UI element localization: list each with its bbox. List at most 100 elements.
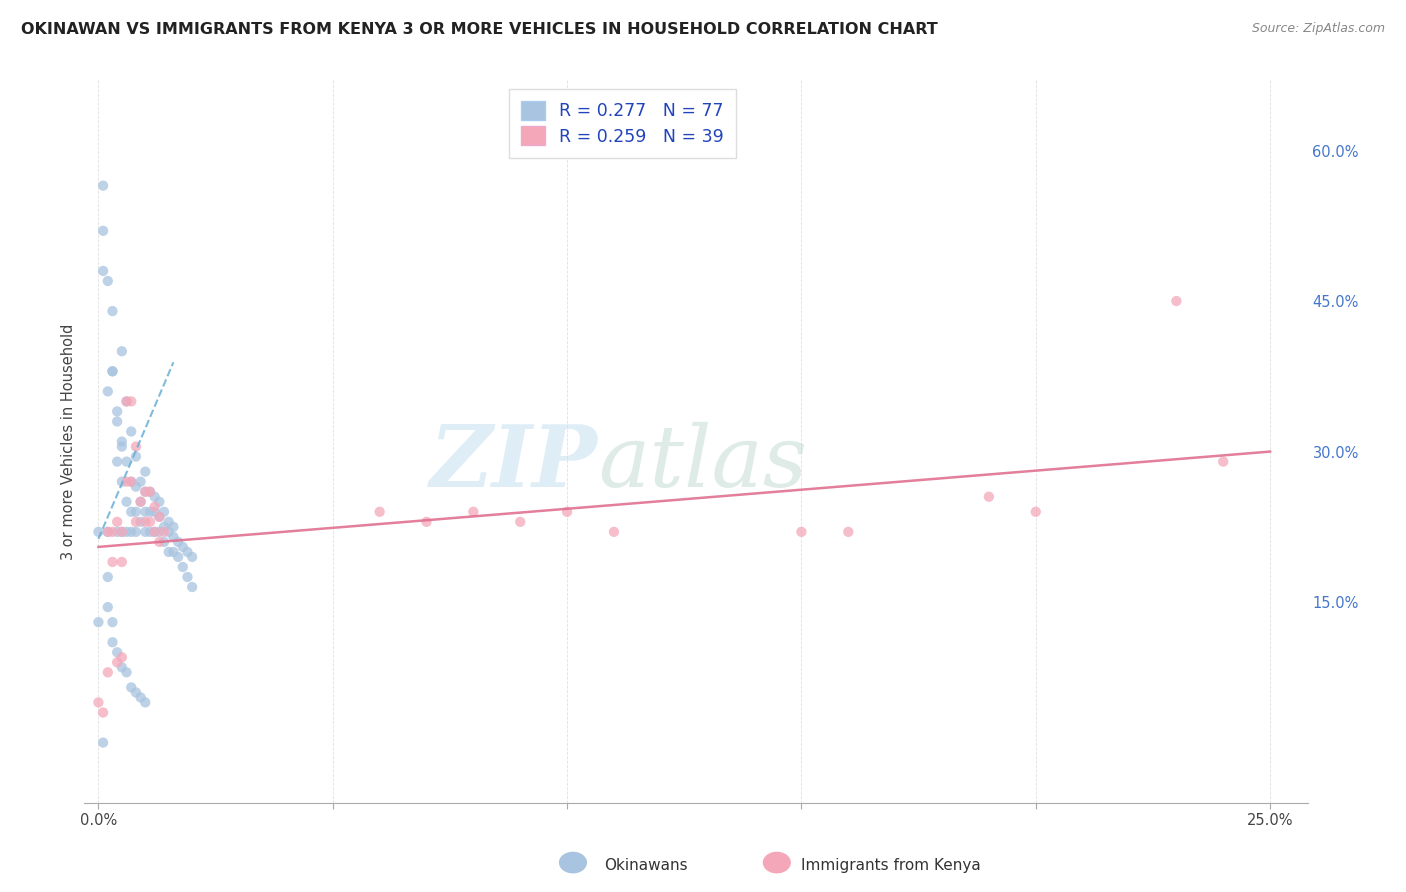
Point (143, 490, 166, 504)
Point (153, 520, 176, 534)
Point (111, 344, 134, 359)
Point (105, 655, 128, 669)
Point (125, 450, 148, 464)
Point (153, 505, 176, 519)
Point (101, 364, 124, 378)
Point (101, 364, 124, 378)
Point (91, 178, 114, 193)
Point (115, 455, 138, 469)
Point (97, 274, 120, 288)
Point (120, 505, 142, 519)
Point (977, 490, 1000, 504)
Point (139, 505, 162, 519)
Text: ZIP: ZIP (430, 421, 598, 505)
Point (181, 580, 204, 594)
Point (101, 635, 124, 649)
Point (143, 500, 166, 514)
Point (509, 515, 531, 529)
Point (105, 414, 128, 429)
Point (139, 484, 162, 499)
Point (97, 600, 120, 615)
Point (120, 475, 142, 489)
Point (176, 570, 198, 584)
Point (148, 509, 170, 524)
Point (101, 615, 124, 630)
Point (120, 475, 142, 489)
Point (105, 515, 128, 529)
Point (97, 524, 120, 539)
Point (129, 494, 152, 508)
Point (134, 465, 156, 479)
Point (125, 524, 148, 539)
Point (111, 524, 134, 539)
Point (167, 535, 190, 549)
Text: Source: ZipAtlas.com: Source: ZipAtlas.com (1251, 22, 1385, 36)
Text: OKINAWAN VS IMMIGRANTS FROM KENYA 3 OR MORE VEHICLES IN HOUSEHOLD CORRELATION CH: OKINAWAN VS IMMIGRANTS FROM KENYA 3 OR M… (21, 22, 938, 37)
Point (101, 524, 124, 539)
Point (157, 515, 180, 529)
Point (97, 570, 120, 584)
Legend: R = 0.277   N = 77, R = 0.259   N = 39: R = 0.277 N = 77, R = 0.259 N = 39 (509, 89, 737, 158)
Point (105, 524, 128, 539)
Point (97, 665, 120, 680)
Point (91, 735, 114, 749)
Text: Okinawans: Okinawans (605, 858, 688, 872)
Text: Immigrants from Kenya: Immigrants from Kenya (801, 858, 981, 872)
Point (115, 524, 138, 539)
Point (172, 540, 194, 554)
Point (129, 475, 152, 489)
Point (101, 304, 124, 318)
Point (91, 264, 114, 278)
Point (555, 505, 578, 519)
Point (139, 524, 162, 539)
Point (134, 484, 156, 499)
Point (172, 560, 194, 574)
Circle shape (763, 853, 790, 872)
Point (87, 524, 110, 539)
Point (129, 515, 152, 529)
Point (125, 515, 148, 529)
Point (415, 515, 437, 529)
Point (139, 515, 162, 529)
Point (157, 524, 180, 539)
Point (157, 545, 180, 559)
Point (1166, 294, 1188, 309)
Point (105, 645, 128, 659)
Point (463, 505, 485, 519)
Point (162, 545, 184, 559)
Point (115, 475, 138, 489)
Point (1025, 505, 1047, 519)
Point (91, 706, 114, 720)
Point (120, 681, 142, 695)
Point (87, 696, 110, 710)
Point (176, 545, 198, 559)
Point (97, 384, 120, 399)
Point (129, 690, 152, 705)
Point (153, 535, 176, 549)
Point (125, 440, 148, 454)
Point (111, 475, 134, 489)
Point (139, 484, 162, 499)
Point (125, 505, 148, 519)
Point (837, 524, 859, 539)
Point (143, 524, 166, 539)
Point (143, 524, 166, 539)
Point (87, 615, 110, 630)
Point (134, 515, 156, 529)
Circle shape (560, 853, 586, 872)
Point (97, 524, 120, 539)
Point (148, 524, 170, 539)
Point (790, 524, 813, 539)
Point (181, 549, 204, 564)
Point (115, 394, 138, 409)
Text: atlas: atlas (598, 422, 807, 505)
Point (162, 520, 184, 534)
Point (148, 509, 170, 524)
Point (143, 505, 166, 519)
Point (1212, 455, 1234, 469)
Point (167, 549, 190, 564)
Point (101, 555, 124, 569)
Point (134, 524, 156, 539)
Point (105, 455, 128, 469)
Point (162, 530, 184, 544)
